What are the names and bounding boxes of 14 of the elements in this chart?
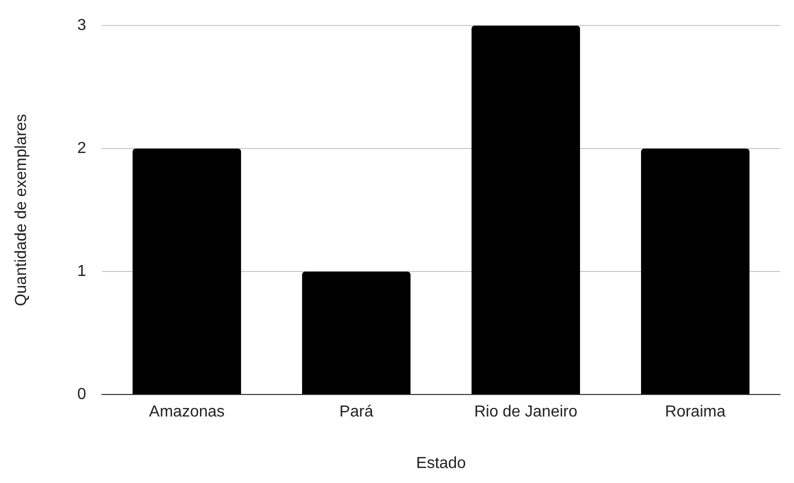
- y-tick-label: 1: [77, 263, 86, 280]
- y-tick-label: 3: [77, 17, 86, 34]
- y-tick-label: 2: [77, 140, 86, 158]
- bar: [472, 26, 580, 394]
- x-tick-label: Roraima: [665, 404, 726, 421]
- x-axis-title: Estado: [416, 454, 466, 472]
- bar: [132, 148, 242, 394]
- bar: [302, 272, 411, 394]
- bar: [641, 148, 750, 394]
- y-axis-title: Quantidade de exemplares: [13, 114, 30, 306]
- y-tick-label: 0: [77, 386, 86, 404]
- x-tick-label: Rio de Janeiro: [474, 404, 578, 421]
- x-tick-label: Amazonas: [149, 404, 225, 421]
- x-tick-label: Pará: [339, 404, 374, 421]
